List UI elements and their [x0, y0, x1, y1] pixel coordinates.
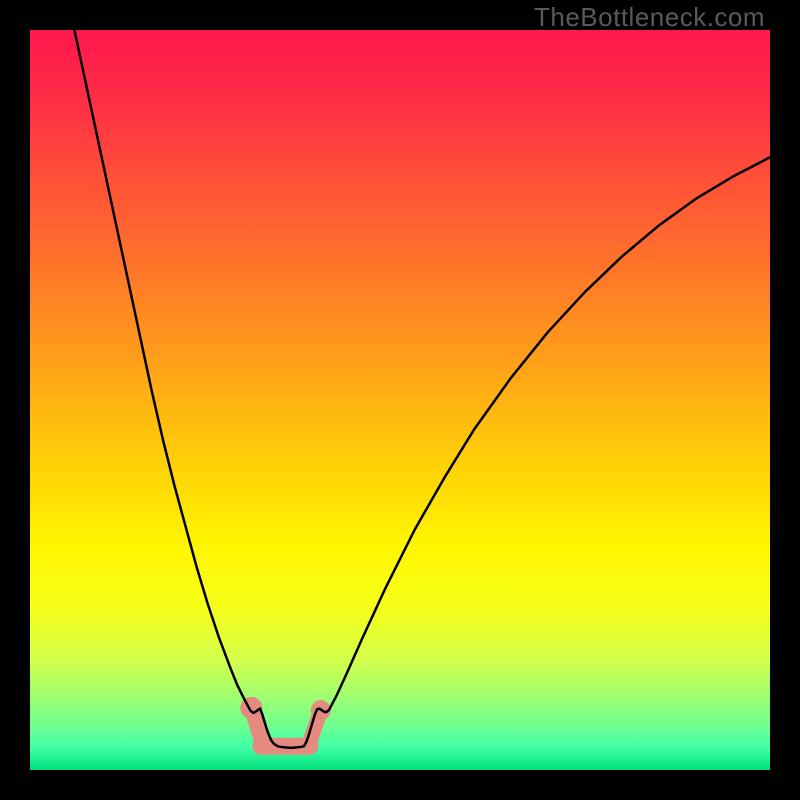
watermark-text: TheBottleneck.com: [534, 2, 765, 33]
chart-container: TheBottleneck.com: [0, 0, 800, 800]
plot-area: [30, 30, 770, 770]
